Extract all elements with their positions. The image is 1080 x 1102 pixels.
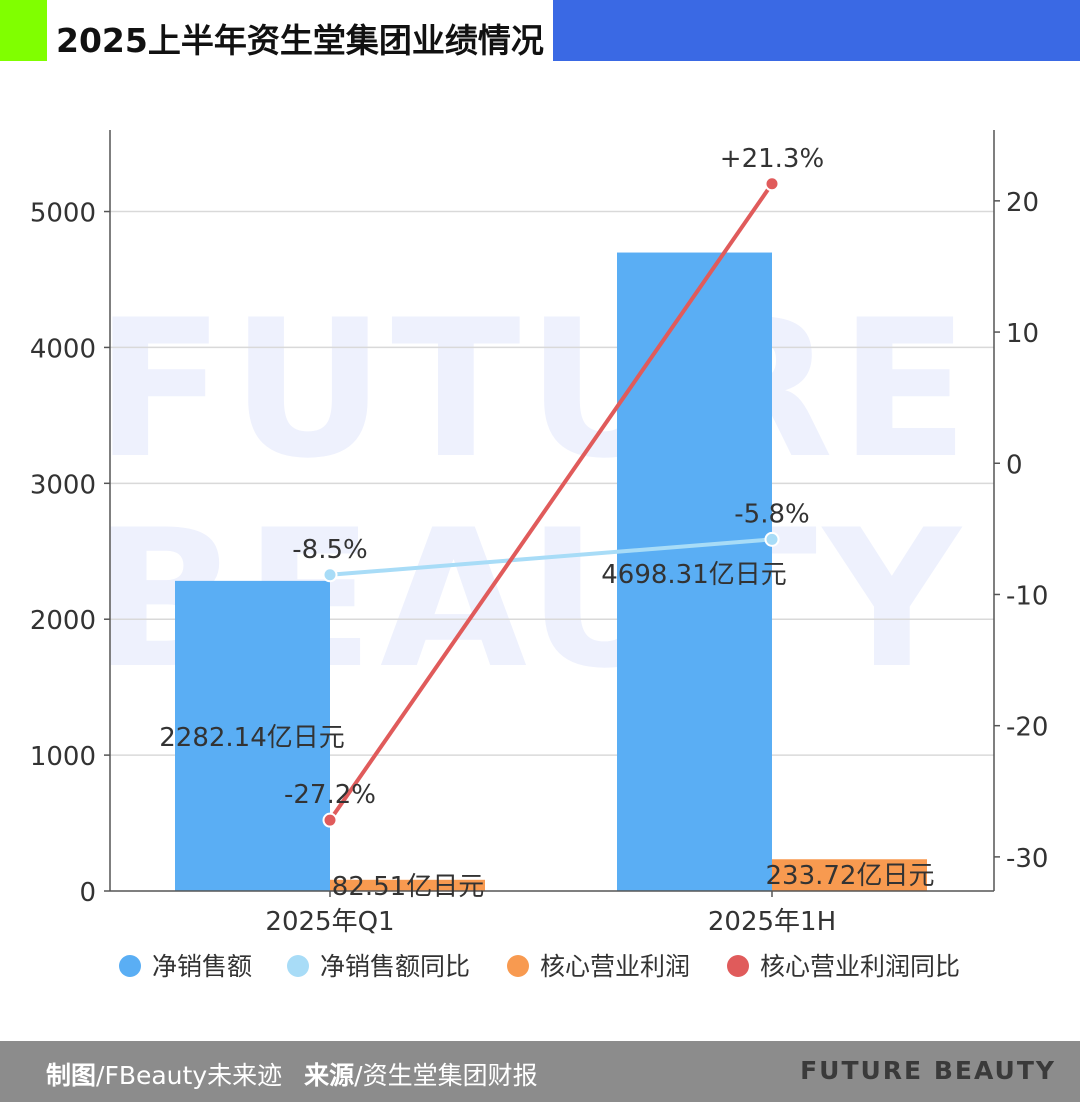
legend-label: 核心营业利润同比 bbox=[760, 952, 960, 981]
data-label-core-profit-yoy: -27.2% bbox=[284, 780, 376, 810]
left-tick-label: 4000 bbox=[30, 334, 96, 364]
right-tick-label: 10 bbox=[1006, 319, 1039, 349]
legend-marker bbox=[287, 955, 309, 977]
left-tick-label: 2000 bbox=[30, 606, 96, 636]
bar-core-profit bbox=[772, 859, 927, 891]
point-core-profit-yoy bbox=[322, 812, 338, 828]
data-label-net-sales: 4698.31亿日元 bbox=[601, 560, 787, 590]
point-net-sales-yoy bbox=[322, 567, 338, 583]
legend-marker bbox=[507, 955, 529, 977]
legend-label: 净销售额同比 bbox=[320, 952, 470, 981]
bar-core-profit bbox=[330, 879, 485, 891]
bar-net-sales bbox=[175, 580, 330, 891]
left-tick-label: 3000 bbox=[30, 470, 96, 500]
x-tick-label: 2025年1H bbox=[708, 907, 836, 937]
legend-label: 净销售额 bbox=[152, 952, 252, 981]
watermark-line1: FUTURE bbox=[95, 279, 975, 500]
right-tick-label: 0 bbox=[1006, 450, 1023, 480]
right-tick-label: 20 bbox=[1006, 188, 1039, 218]
data-label-core-profit: 233.72亿日元 bbox=[766, 861, 935, 891]
legend-label: 核心营业利润 bbox=[540, 952, 690, 981]
line-core-profit-yoy bbox=[328, 182, 774, 822]
line-net-sales-yoy bbox=[329, 537, 773, 577]
chart-by-label: 制图 bbox=[46, 1061, 97, 1090]
page-title: 2025上半年资生堂集团业绩情况 bbox=[56, 21, 544, 60]
accent-bar-blue bbox=[553, 0, 1080, 61]
right-tick-label: -30 bbox=[1006, 844, 1048, 874]
accent-bar-green bbox=[0, 0, 47, 61]
x-tick-label: 2025年Q1 bbox=[265, 907, 394, 937]
source-label: 来源 bbox=[304, 1061, 355, 1090]
left-tick-label: 5000 bbox=[30, 199, 96, 229]
legend-marker bbox=[727, 955, 749, 977]
right-tick-label: -10 bbox=[1006, 581, 1048, 611]
left-tick-label: 1000 bbox=[30, 742, 96, 772]
point-core-profit-yoy bbox=[764, 176, 780, 192]
footer-brand: FUTURE BEAUTY bbox=[800, 1056, 1056, 1085]
data-label-net-sales: 2282.14亿日元 bbox=[159, 723, 345, 753]
combo-chart: FUTUREBEAUTY010002000300040005000-30-20-… bbox=[30, 130, 1048, 981]
left-tick-label: 0 bbox=[79, 878, 96, 908]
data-label-core-profit-yoy: +21.3% bbox=[720, 144, 824, 174]
chart-by: /FBeauty未来迹 bbox=[96, 1061, 283, 1090]
legend-marker bbox=[119, 955, 141, 977]
data-label-core-profit: 82.51亿日元 bbox=[332, 872, 484, 902]
point-net-sales-yoy bbox=[764, 531, 780, 547]
source: /资生堂集团财报 bbox=[354, 1061, 538, 1090]
data-label-net-sales-yoy: -5.8% bbox=[734, 499, 809, 529]
right-tick-label: -20 bbox=[1006, 713, 1048, 743]
footer-credits: 制图/FBeauty未来迹 来源/资生堂集团财报 bbox=[46, 1056, 538, 1092]
data-label-net-sales-yoy: -8.5% bbox=[292, 535, 367, 565]
footer: 制图/FBeauty未来迹 来源/资生堂集团财报 FUTURE BEAUTY bbox=[0, 1041, 1080, 1102]
bar-net-sales bbox=[617, 252, 772, 892]
